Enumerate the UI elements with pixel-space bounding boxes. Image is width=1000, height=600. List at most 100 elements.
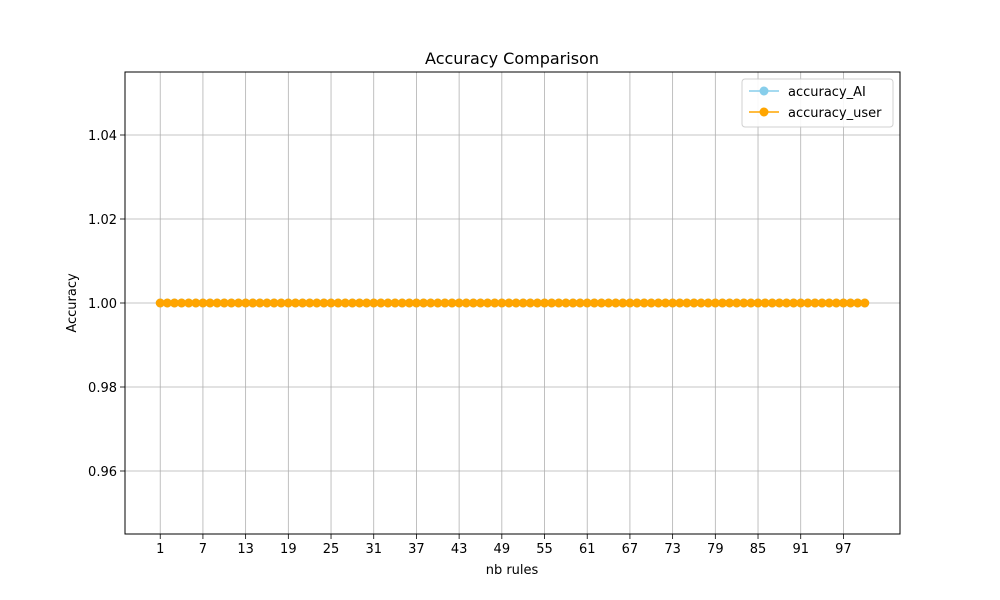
data-point-accuracy-user bbox=[661, 298, 671, 308]
data-point-accuracy-user bbox=[582, 298, 592, 308]
data-point-accuracy-user bbox=[760, 298, 770, 308]
data-point-accuracy-user bbox=[717, 298, 727, 308]
data-point-accuracy-user bbox=[632, 298, 642, 308]
data-point-accuracy-user bbox=[596, 298, 606, 308]
x-tick-label: 13 bbox=[237, 542, 254, 557]
data-point-accuracy-user bbox=[248, 298, 258, 308]
data-point-accuracy-user bbox=[796, 298, 806, 308]
data-point-accuracy-user bbox=[824, 298, 834, 308]
x-tick-label: 1 bbox=[156, 542, 164, 557]
data-point-accuracy-user bbox=[162, 298, 172, 308]
data-point-accuracy-user bbox=[433, 298, 443, 308]
data-point-accuracy-user bbox=[255, 298, 265, 308]
chart-title: Accuracy Comparison bbox=[425, 49, 599, 68]
data-point-accuracy-user bbox=[575, 298, 585, 308]
data-point-accuracy-user bbox=[447, 298, 457, 308]
data-point-accuracy-user bbox=[376, 298, 386, 308]
data-point-accuracy-user bbox=[753, 298, 763, 308]
data-point-accuracy-user bbox=[198, 298, 208, 308]
data-point-accuracy-user bbox=[732, 298, 742, 308]
x-axis-label: nb rules bbox=[486, 563, 539, 578]
data-point-accuracy-user bbox=[226, 298, 236, 308]
data-point-accuracy-user bbox=[561, 298, 571, 308]
data-point-accuracy-user bbox=[411, 298, 421, 308]
data-point-accuracy-user bbox=[340, 298, 350, 308]
x-tick-label: 97 bbox=[835, 542, 852, 557]
x-tick-label: 25 bbox=[323, 542, 340, 557]
data-point-accuracy-user bbox=[547, 298, 557, 308]
data-point-accuracy-user bbox=[568, 298, 578, 308]
data-point-accuracy-user bbox=[212, 298, 222, 308]
data-point-accuracy-user bbox=[440, 298, 450, 308]
data-point-accuracy-user bbox=[475, 298, 485, 308]
data-point-accuracy-user bbox=[710, 298, 720, 308]
data-point-accuracy-user bbox=[781, 298, 791, 308]
data-point-accuracy-user bbox=[532, 298, 542, 308]
legend-marker-accuracy-user bbox=[759, 107, 769, 117]
data-point-accuracy-user bbox=[347, 298, 357, 308]
y-tick-label: 1.00 bbox=[88, 297, 117, 312]
x-tick-label: 85 bbox=[750, 542, 767, 557]
data-point-accuracy-user bbox=[283, 298, 293, 308]
data-point-accuracy-user bbox=[419, 298, 429, 308]
data-point-accuracy-user bbox=[846, 298, 856, 308]
x-tick-label: 55 bbox=[536, 542, 553, 557]
data-point-accuracy-user bbox=[426, 298, 436, 308]
data-point-accuracy-user bbox=[205, 298, 215, 308]
data-point-accuracy-user bbox=[604, 298, 614, 308]
y-tick-label: 1.04 bbox=[88, 129, 117, 144]
data-point-accuracy-user bbox=[354, 298, 364, 308]
data-point-accuracy-user bbox=[290, 298, 300, 308]
data-point-accuracy-user bbox=[298, 298, 308, 308]
data-point-accuracy-user bbox=[497, 298, 507, 308]
x-tick-label: 49 bbox=[494, 542, 511, 557]
data-point-accuracy-user bbox=[326, 298, 336, 308]
data-point-accuracy-user bbox=[269, 298, 279, 308]
data-point-accuracy-user bbox=[611, 298, 621, 308]
y-tick-label: 1.02 bbox=[88, 213, 117, 228]
x-tick-label: 37 bbox=[408, 542, 425, 557]
data-point-accuracy-user bbox=[483, 298, 493, 308]
data-point-accuracy-user bbox=[369, 298, 379, 308]
data-point-accuracy-user bbox=[234, 298, 244, 308]
data-point-accuracy-user bbox=[511, 298, 521, 308]
x-tick-label: 31 bbox=[365, 542, 382, 557]
y-axis-ticks: 0.96 0.98 1.00 1.02 1.04 bbox=[88, 129, 125, 480]
x-tick-label: 43 bbox=[451, 542, 468, 557]
y-axis-label: Accuracy bbox=[65, 273, 80, 333]
x-tick-label: 79 bbox=[707, 542, 724, 557]
x-tick-label: 73 bbox=[664, 542, 681, 557]
data-point-accuracy-user bbox=[767, 298, 777, 308]
data-point-accuracy-user bbox=[312, 298, 322, 308]
legend-label-accuracy-ai: accuracy_AI bbox=[788, 85, 866, 100]
data-point-accuracy-user bbox=[618, 298, 628, 308]
data-point-accuracy-user bbox=[219, 298, 229, 308]
data-point-accuracy-user bbox=[362, 298, 372, 308]
data-point-accuracy-user bbox=[184, 298, 194, 308]
data-point-accuracy-user bbox=[703, 298, 713, 308]
data-point-accuracy-user bbox=[504, 298, 514, 308]
x-tick-label: 67 bbox=[622, 542, 639, 557]
legend-box bbox=[741, 78, 894, 128]
x-tick-label: 7 bbox=[199, 542, 207, 557]
data-point-accuracy-user bbox=[725, 298, 735, 308]
y-tick-label: 0.98 bbox=[88, 381, 117, 396]
data-point-accuracy-user bbox=[789, 298, 799, 308]
x-axis-ticks: 1 7 13 19 25 31 37 43 49 55 61 67 73 79 85 91 97 bbox=[156, 534, 852, 557]
series-accuracy-user bbox=[155, 298, 870, 308]
data-point-accuracy-user bbox=[589, 298, 599, 308]
legend-marker-accuracy-ai bbox=[759, 86, 769, 96]
data-point-accuracy-user bbox=[276, 298, 286, 308]
data-point-accuracy-user bbox=[739, 298, 749, 308]
data-point-accuracy-user bbox=[682, 298, 692, 308]
data-point-accuracy-user bbox=[810, 298, 820, 308]
data-point-accuracy-user bbox=[860, 298, 870, 308]
data-point-accuracy-user bbox=[241, 298, 251, 308]
data-point-accuracy-user bbox=[191, 298, 201, 308]
data-point-accuracy-user bbox=[838, 298, 848, 308]
data-point-accuracy-user bbox=[540, 298, 550, 308]
data-point-accuracy-user bbox=[177, 298, 187, 308]
data-point-accuracy-user bbox=[803, 298, 813, 308]
data-point-accuracy-user bbox=[525, 298, 535, 308]
